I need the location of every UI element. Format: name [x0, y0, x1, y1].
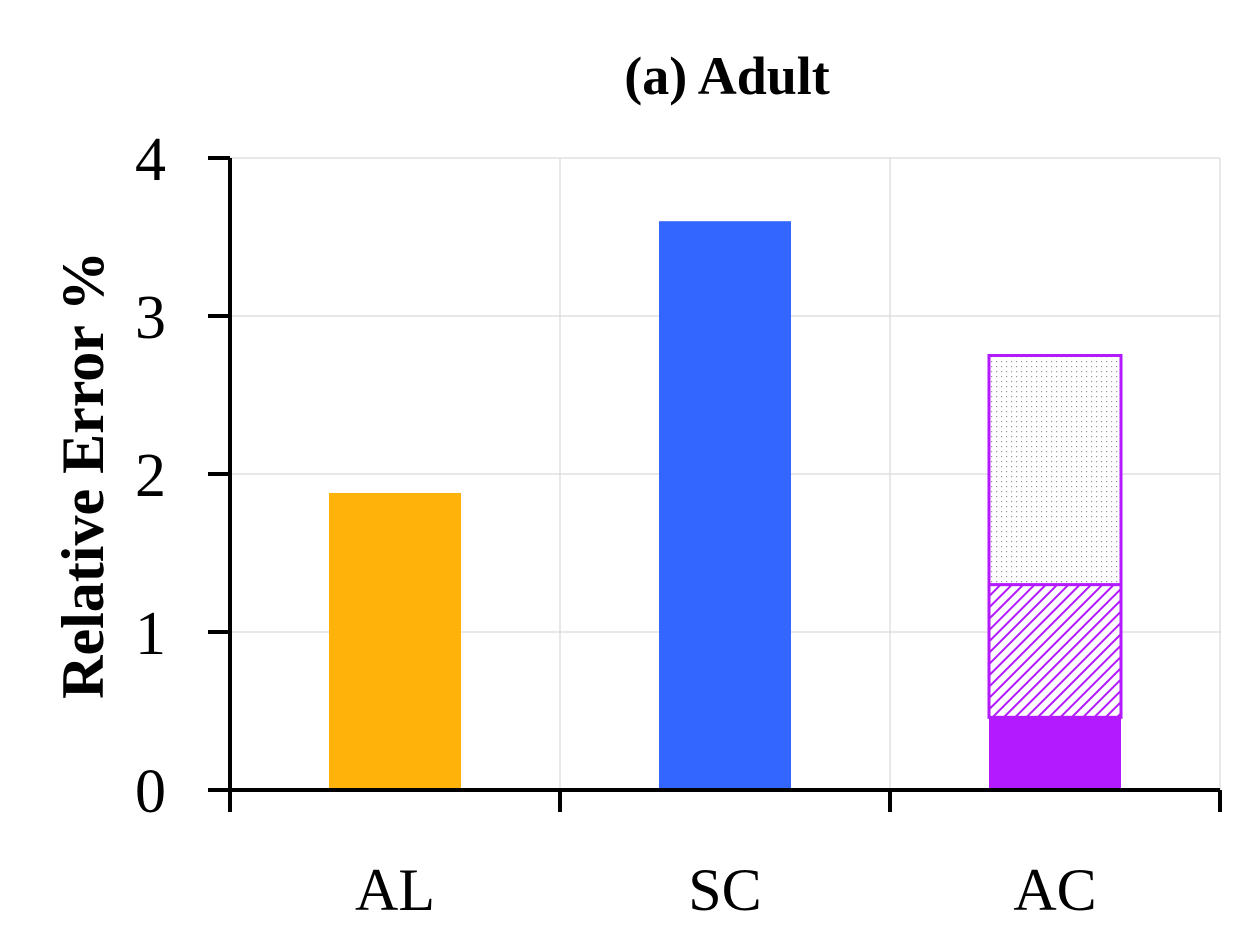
- bar-al: [329, 492, 461, 790]
- y-axis-label: Relative Error %: [50, 251, 116, 699]
- bar-ac-segment-2: [987, 583, 1123, 719]
- y-tick-label-3: 3: [135, 284, 166, 352]
- bars: [329, 221, 1123, 790]
- x-tick-label-ac: AC: [1013, 857, 1096, 923]
- y-tick-label-4: 4: [135, 126, 166, 194]
- x-tick-label-al: AL: [355, 857, 435, 923]
- y-tick-label-1: 1: [135, 600, 166, 668]
- bar-sc: [659, 221, 791, 790]
- y-tick-label-0: 0: [135, 758, 166, 826]
- bar-ac-segment-3: [987, 354, 1123, 587]
- y-tick-labels: 0 1 2 3 4: [135, 126, 166, 826]
- bar-ac-segment-1: [989, 717, 1121, 790]
- chart-title: (a) Adult: [624, 46, 830, 106]
- x-tick-labels: AL SC AC: [355, 857, 1097, 923]
- axes: [208, 156, 1222, 812]
- y-tick-label-2: 2: [135, 442, 166, 510]
- x-tick-label-sc: SC: [688, 857, 761, 923]
